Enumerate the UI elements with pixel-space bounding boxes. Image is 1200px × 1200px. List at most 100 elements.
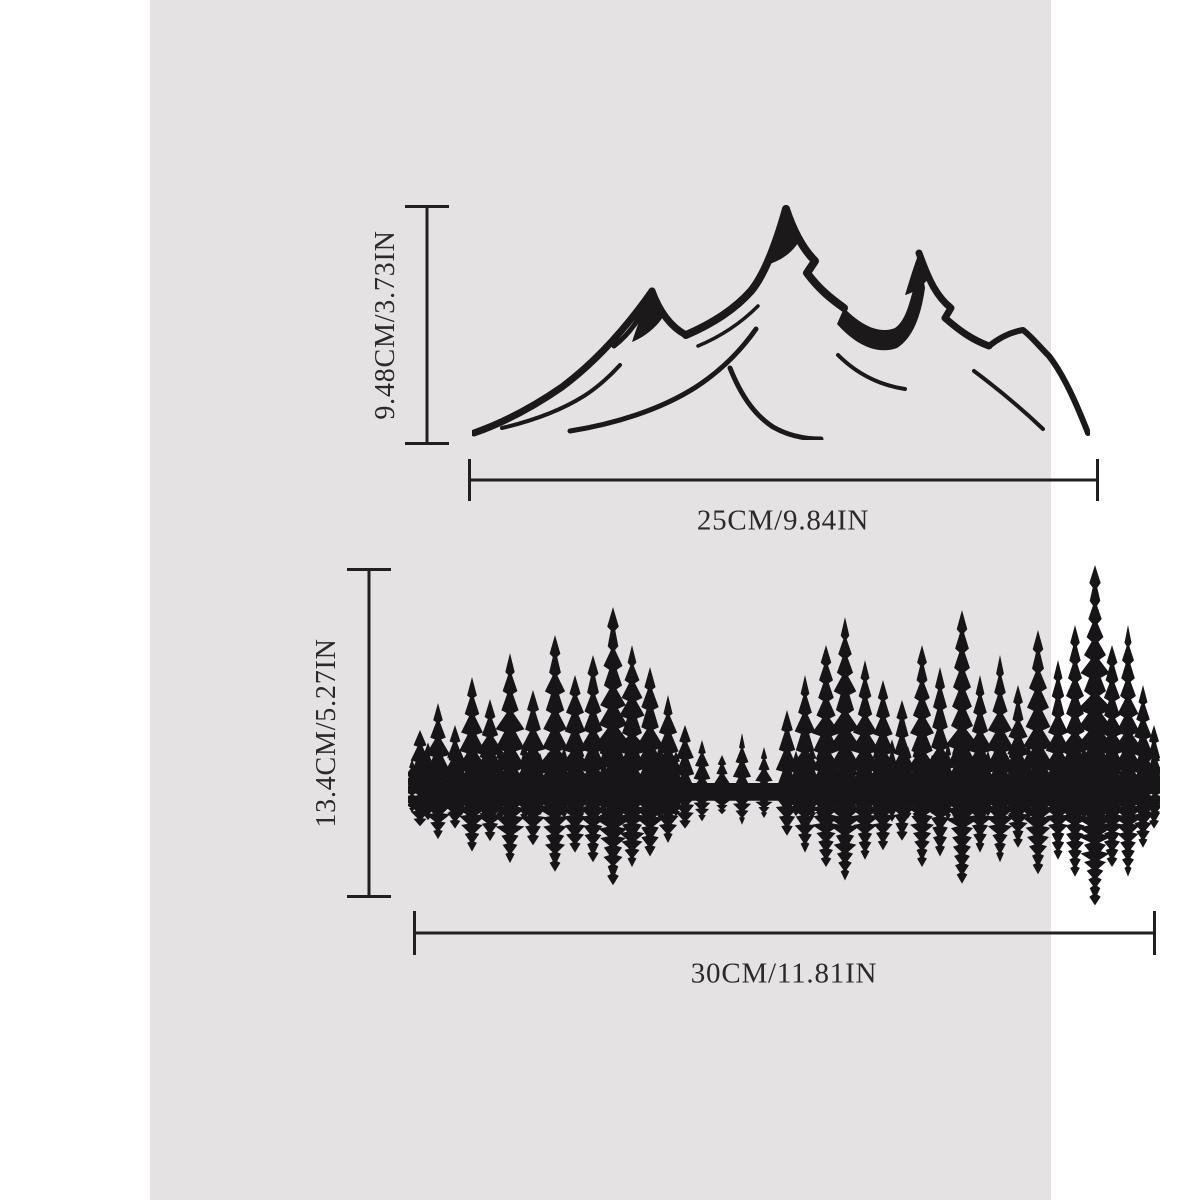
pine-tree <box>484 753 500 795</box>
pine-tree <box>1073 565 1117 795</box>
mountain-width-dimension-line <box>468 459 1099 501</box>
pine-tree <box>1073 746 1095 795</box>
pine-tree <box>577 764 599 795</box>
pine-tree <box>665 751 687 795</box>
pine-tree <box>930 761 950 795</box>
pine-tree <box>674 725 696 795</box>
pine-tree <box>520 742 544 795</box>
dimension-bar <box>367 568 371 898</box>
dimension-cap <box>1096 459 1099 501</box>
pine-tree <box>499 741 517 795</box>
treeline-reflection <box>408 795 1160 905</box>
pine-tree <box>1130 751 1150 795</box>
pine-tree <box>802 746 822 795</box>
pine-tree <box>440 749 464 795</box>
pine-tree <box>866 746 886 795</box>
pine-tree <box>1048 751 1072 795</box>
pine-tree <box>601 748 623 795</box>
pine-tree <box>1097 645 1127 795</box>
pine-tree <box>1000 745 1024 795</box>
pine-tree <box>1123 762 1141 795</box>
pine-tree <box>905 645 939 795</box>
pine-tree <box>643 752 661 795</box>
pine-tree <box>920 754 944 795</box>
pine-tree <box>906 745 926 795</box>
pine-tree <box>794 752 814 795</box>
pine-tree <box>611 755 629 795</box>
pine-tree <box>425 758 447 795</box>
pine-tree <box>820 756 836 795</box>
pine-tree <box>513 742 535 795</box>
pine-tree <box>1115 747 1133 795</box>
pine-tree <box>808 748 832 795</box>
mountain-width-label: 25CM/9.84IN <box>696 504 870 537</box>
pine-tree <box>592 740 616 795</box>
pine-tree <box>983 655 1017 795</box>
dimension-bar <box>413 931 1156 935</box>
treeline-group <box>408 565 1160 795</box>
pine-tree <box>456 747 480 795</box>
pine-tree <box>561 748 583 795</box>
pine-tree <box>690 740 714 795</box>
pine-tree <box>986 746 1006 795</box>
pine-tree <box>912 755 936 795</box>
forest-width-label: 30CM/11.81IN <box>690 957 878 990</box>
pine-tree <box>587 743 605 795</box>
pine-tree <box>490 746 510 795</box>
pine-tree <box>810 645 842 795</box>
pine-tree <box>416 742 440 795</box>
pine-tree <box>976 750 1000 795</box>
pine-tree <box>828 755 844 795</box>
waterline-strip <box>411 783 1157 795</box>
pine-tree <box>1027 741 1045 795</box>
forest-width-dimension-line <box>413 911 1156 955</box>
pine-tree <box>530 752 550 795</box>
pine-tree <box>1057 740 1079 795</box>
pine-tree <box>712 755 732 795</box>
pine-tree <box>1064 764 1088 795</box>
pine-tree <box>1058 625 1092 795</box>
pine-tree <box>448 749 472 795</box>
pine-tree <box>435 762 453 795</box>
pine-tree <box>1144 750 1160 795</box>
dimension-cap <box>1153 911 1156 955</box>
dimension-cap <box>347 895 391 898</box>
pine-tree <box>891 762 909 795</box>
mountain-height-dimension-line <box>405 205 449 445</box>
pine-tree <box>1019 741 1037 795</box>
pine-tree <box>634 760 654 795</box>
pine-tree <box>648 743 672 795</box>
pine-tree <box>1091 759 1109 795</box>
pine-tree <box>731 733 753 795</box>
pine-tree <box>849 660 881 795</box>
pine-tree <box>658 764 678 795</box>
pine-tree <box>554 746 574 795</box>
pine-tree <box>409 741 431 795</box>
pine-tree <box>1096 752 1120 795</box>
pine-tree <box>1010 748 1030 795</box>
pine-tree <box>619 755 637 795</box>
pine-tree <box>995 752 1013 795</box>
pine-tree <box>1035 756 1053 795</box>
pine-tree <box>1104 754 1128 795</box>
pine-tree <box>593 607 633 795</box>
pine-tree <box>945 610 979 795</box>
forest-height-dimension-line <box>347 568 391 898</box>
pine-tree <box>963 755 981 795</box>
pine-tree <box>851 757 869 795</box>
pine-tree <box>537 752 559 795</box>
pine-tree <box>775 710 799 795</box>
mountain-height-label: 9.48CM/3.73IN <box>370 230 401 420</box>
pine-tree <box>898 746 918 795</box>
pine-tree <box>571 744 589 795</box>
pine-tree <box>953 745 975 795</box>
mountain-silhouette <box>472 205 1090 440</box>
pine-tree <box>842 756 862 795</box>
pine-tree <box>832 740 856 795</box>
forest-silhouette <box>408 565 1160 905</box>
pine-tree <box>611 645 653 795</box>
pine-tree <box>1136 749 1160 795</box>
pine-tree <box>856 756 880 795</box>
forest-height-label: 13.4CM/5.27IN <box>311 638 342 828</box>
